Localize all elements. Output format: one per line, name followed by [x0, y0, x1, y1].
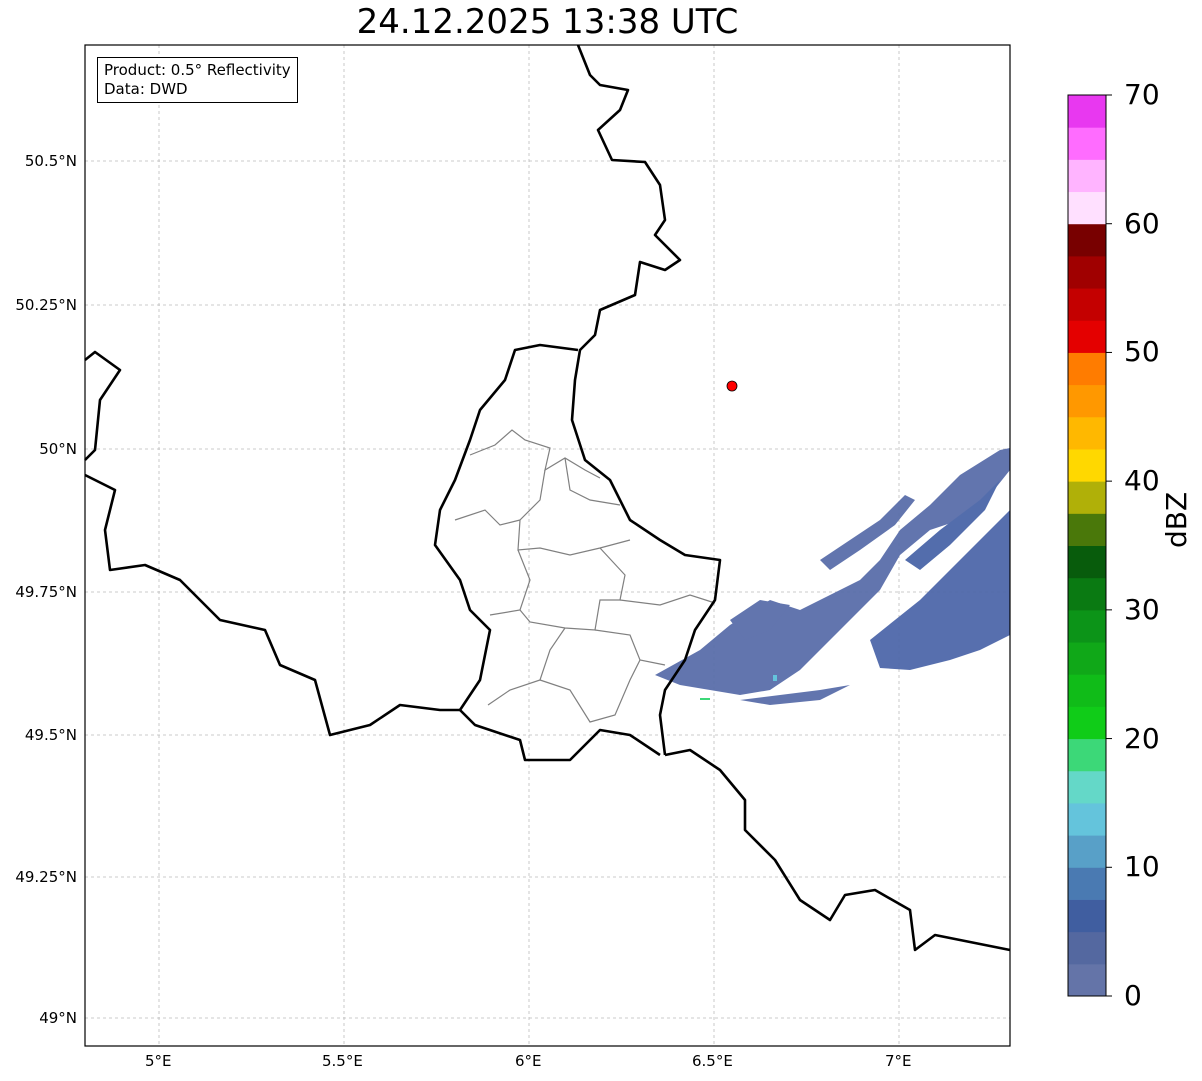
colorbar-bin: [1068, 416, 1106, 450]
colorbar-bin: [1068, 481, 1106, 514]
y-tick: 50.5°N: [24, 152, 77, 170]
y-tick: 49.5°N: [24, 726, 77, 744]
x-tick: 7°E: [885, 1052, 912, 1070]
gridlines: [85, 45, 1010, 1046]
colorbar-frame: [1067, 94, 1107, 997]
colorbar-tick-label: 50: [1124, 335, 1160, 369]
district-borders: [454, 429, 716, 723]
legend-product: Product: 0.5° Reflectivity: [104, 61, 291, 79]
colorbar-bin: [1068, 191, 1106, 225]
colorbar-bin: [1068, 642, 1106, 675]
colorbar-tick-label: 20: [1124, 721, 1160, 755]
country-borders: [84, 44, 1011, 952]
colorbar-bin: [1068, 223, 1106, 257]
colorbar-bin: [1068, 288, 1106, 321]
x-tick: 6°E: [515, 1052, 542, 1070]
y-tick: 49°N: [39, 1009, 77, 1027]
colorbar-bin: [1068, 255, 1106, 289]
x-tick: 6.5°E: [692, 1052, 733, 1070]
colorbar-bin: [1068, 513, 1106, 546]
colorbar-bin: [1068, 770, 1106, 804]
colorbar-bin: [1068, 835, 1106, 868]
colorbar-tick-label: 30: [1124, 592, 1160, 626]
colorbar-label: dBZ: [1160, 491, 1193, 548]
colorbar-bin: [1068, 867, 1106, 900]
colorbar-bin: [1068, 127, 1106, 160]
colorbar-bin: [1068, 384, 1106, 418]
colorbar: [1068, 94, 1112, 997]
echo-cell: [773, 675, 777, 681]
colorbar-bin: [1068, 706, 1106, 740]
y-tick: 49.75°N: [15, 583, 77, 601]
colorbar-tick-label: 70: [1124, 78, 1160, 111]
radar-echoes: [655, 448, 1010, 705]
echo-cell: [700, 698, 710, 700]
colorbar-bin: [1068, 674, 1106, 707]
colorbar-tick-label: 0: [1124, 979, 1142, 1012]
colorbar-bin: [1068, 802, 1106, 836]
y-tick: 50.25°N: [15, 296, 77, 314]
radar-site-marker: [726, 380, 738, 392]
colorbar-bin: [1068, 738, 1106, 772]
colorbar-tick-label: 40: [1124, 464, 1160, 498]
colorbar-bin: [1068, 352, 1106, 386]
colorbar-bin: [1068, 159, 1106, 193]
colorbar-bin: [1068, 609, 1106, 643]
x-tick: 5.5°E: [322, 1052, 363, 1070]
product-legend: Product: 0.5° Reflectivity Data: DWD: [97, 57, 298, 103]
map-title: 24.12.2025 13:38 UTC: [356, 2, 739, 42]
colorbar-bin: [1068, 899, 1106, 933]
colorbar-bin: [1068, 577, 1106, 611]
colorbar-tick-label: 60: [1124, 206, 1160, 240]
colorbar-bin: [1068, 448, 1106, 482]
y-tick: 49.25°N: [15, 868, 77, 886]
colorbar-bin: [1068, 545, 1106, 579]
colorbar-tick-label: 10: [1124, 850, 1160, 884]
colorbar-bin: [1068, 963, 1106, 997]
colorbar-bin: [1068, 931, 1106, 965]
map-frame: [84, 44, 1011, 1047]
y-tick: 50°N: [39, 440, 77, 458]
colorbar-bin: [1068, 320, 1106, 353]
legend-data-source: Data: DWD: [104, 80, 188, 98]
colorbar-bin: [1068, 95, 1106, 128]
x-tick: 5°E: [145, 1052, 172, 1070]
